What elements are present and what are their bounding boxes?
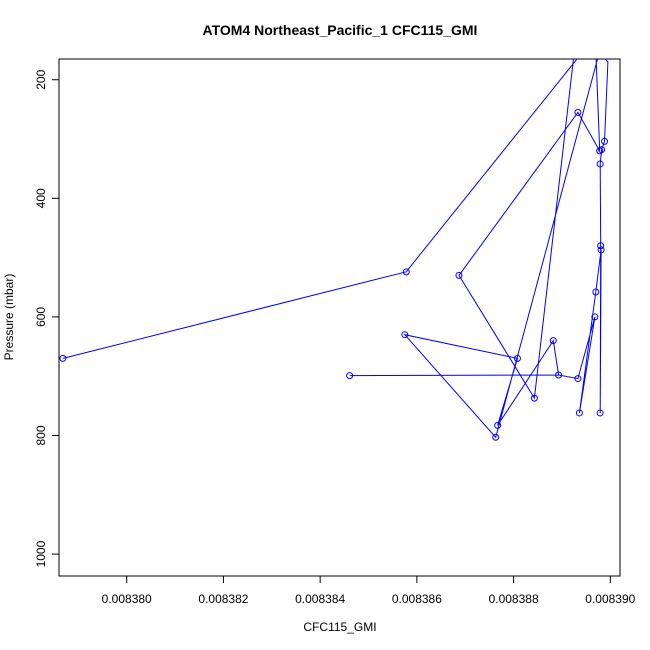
x-axis: 0.008380 0.008382 0.008384 0.008386 0.008388… — [102, 575, 636, 606]
data-point — [591, 313, 599, 321]
data-point — [549, 337, 557, 345]
y-axis-label: Pressure (mbar) — [2, 274, 16, 361]
plot-area — [59, 59, 609, 441]
data-point — [592, 288, 600, 296]
data-point — [601, 137, 609, 145]
data-point — [574, 108, 582, 116]
x-tick-label: 0.008390 — [585, 592, 635, 606]
x-tick-label: 0.008386 — [392, 592, 442, 606]
data-point — [346, 372, 354, 380]
y-tick-label: 600 — [34, 307, 48, 327]
data-point — [492, 433, 500, 441]
data-point — [494, 421, 502, 429]
series-line — [62, 59, 609, 439]
data-point — [555, 371, 563, 379]
data-point — [402, 268, 410, 276]
data-point — [575, 409, 583, 417]
data-point — [597, 246, 605, 254]
data-point — [598, 146, 606, 154]
data-point — [574, 375, 582, 383]
data-point — [59, 354, 67, 362]
y-tick-label: 1000 — [34, 540, 48, 567]
y-tick-label: 200 — [34, 69, 48, 89]
data-point — [530, 394, 538, 402]
data-point — [596, 409, 604, 417]
x-tick-label: 0.008380 — [102, 592, 152, 606]
x-tick-label: 0.008382 — [198, 592, 248, 606]
x-tick-label: 0.008384 — [295, 592, 345, 606]
y-axis: 200 400 600 800 1000 — [34, 69, 60, 567]
data-point — [455, 271, 463, 279]
data-point — [513, 354, 521, 362]
y-tick-label: 400 — [34, 188, 48, 208]
x-tick-label: 0.008388 — [489, 592, 539, 606]
data-point — [401, 331, 409, 339]
data-point — [597, 242, 605, 250]
chart-title: ATOM4 Northeast_Pacific_1 CFC115_GMI — [203, 22, 478, 38]
x-axis-label: CFC115_GMI — [303, 620, 376, 634]
data-point — [596, 160, 604, 168]
y-tick-label: 800 — [34, 425, 48, 445]
plot-frame — [58, 58, 621, 577]
